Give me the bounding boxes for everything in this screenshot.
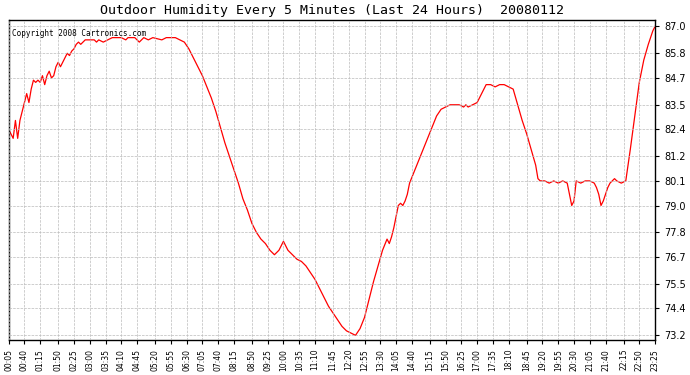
Text: Copyright 2008 Cartronics.com: Copyright 2008 Cartronics.com (12, 29, 146, 38)
Title: Outdoor Humidity Every 5 Minutes (Last 24 Hours)  20080112: Outdoor Humidity Every 5 Minutes (Last 2… (100, 4, 564, 17)
